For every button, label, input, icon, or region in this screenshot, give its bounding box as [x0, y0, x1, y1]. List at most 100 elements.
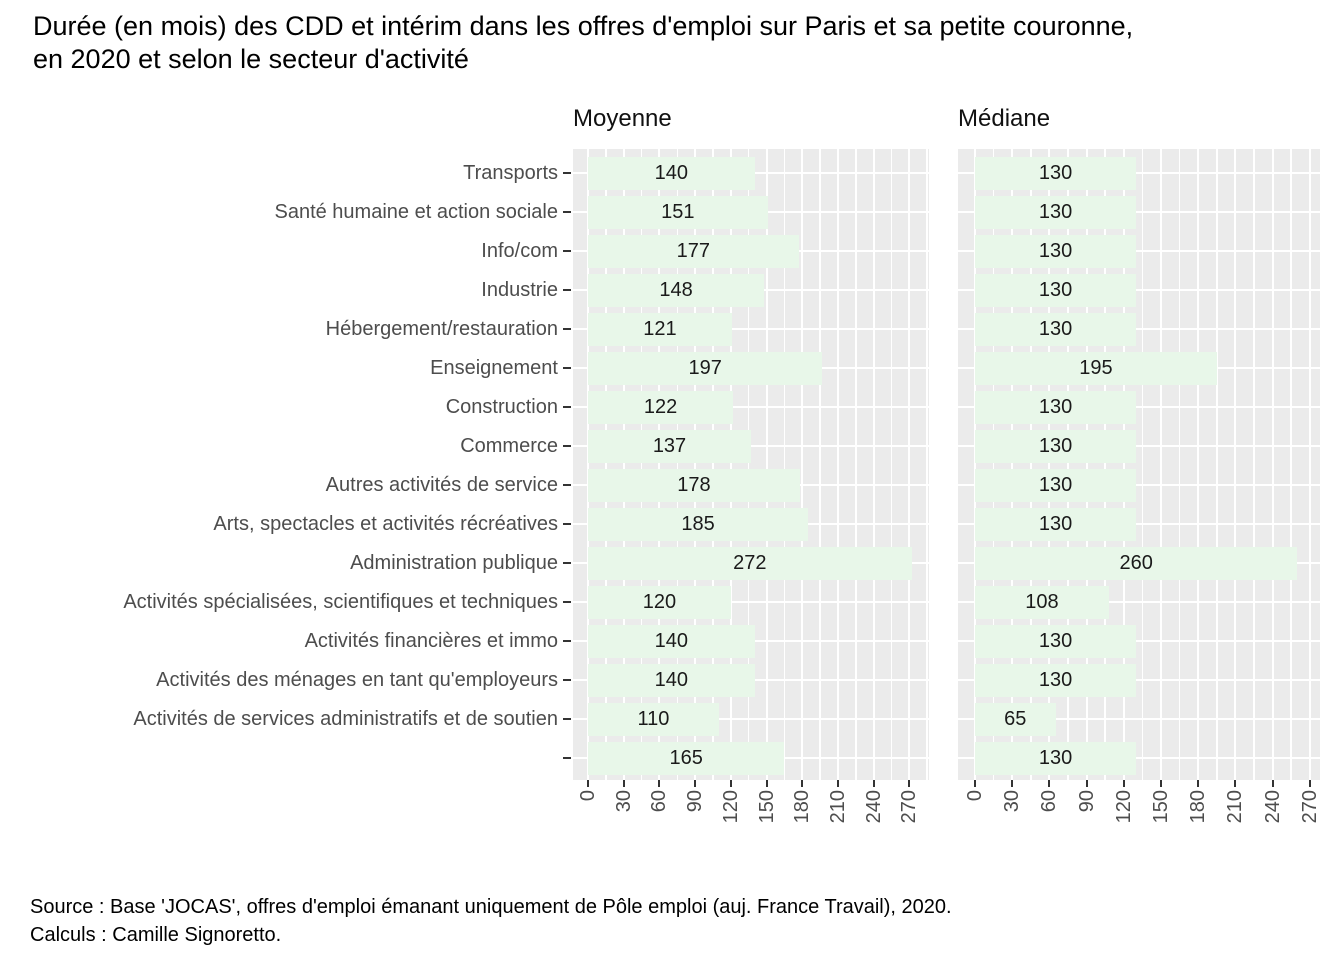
x-axis-tick	[587, 780, 589, 787]
gridline-major-vertical	[908, 149, 911, 780]
x-axis-tick-label: 150	[1150, 790, 1172, 824]
bar: 165	[588, 741, 785, 775]
y-axis-tick	[563, 289, 571, 291]
gridline-major-vertical	[836, 149, 839, 780]
bar-value-label: 130	[1038, 629, 1073, 652]
gridline-minor-vertical	[1216, 149, 1218, 780]
gridline-horizontal	[573, 718, 929, 720]
gridline-minor-vertical	[819, 149, 821, 780]
x-axis-tick	[1234, 780, 1237, 787]
y-axis-tick	[563, 757, 571, 759]
gridline-major-vertical	[622, 149, 625, 780]
bar-value-label: 195	[1079, 356, 1113, 379]
bar: 260	[975, 546, 1298, 580]
y-axis-tick	[563, 601, 571, 603]
category-label: Enseignement	[430, 357, 558, 379]
bar: 130	[975, 429, 1137, 463]
category-label: Info/com	[481, 240, 558, 262]
bar: 130	[975, 663, 1137, 697]
gridline-horizontal	[958, 211, 1320, 213]
x-axis-tick	[801, 780, 804, 787]
gridline-major-vertical	[974, 149, 976, 780]
x-axis-tick-label: 180	[1187, 790, 1210, 824]
x-axis-tick-label: 180	[791, 790, 814, 824]
gridline-horizontal	[958, 250, 1320, 252]
bar-value-label: 122	[643, 395, 678, 418]
bar-value-label: 108	[1025, 590, 1059, 613]
bar: 195	[975, 351, 1217, 385]
y-axis-tick	[563, 367, 571, 369]
x-axis-tick-label: 90	[684, 790, 707, 813]
gridline-minor-vertical	[640, 149, 643, 780]
x-axis-tick-label: 0	[964, 790, 986, 802]
gridline-horizontal	[958, 172, 1320, 174]
bar: 130	[975, 195, 1137, 229]
bar: 122	[588, 390, 734, 424]
gridline-minor-vertical	[1141, 149, 1144, 780]
gridline-major-vertical	[1048, 149, 1051, 780]
gridline-minor-vertical	[855, 149, 857, 780]
gridline-major-vertical	[872, 149, 875, 780]
bar-value-label: 130	[1038, 317, 1073, 340]
chart-title-line1: Durée (en mois) des CDD et intérim dans …	[33, 11, 1134, 41]
bar-value-label: 165	[669, 746, 703, 769]
gridline-major-vertical	[765, 149, 768, 780]
gridline-minor-vertical	[890, 149, 893, 780]
x-axis-tick	[658, 780, 661, 787]
bar-value-label: 130	[1038, 239, 1073, 262]
bar-value-label: 151	[661, 200, 695, 223]
x-axis-tick	[765, 780, 768, 787]
bar-value-label: 140	[654, 161, 688, 184]
category-label: Construction	[445, 396, 558, 418]
y-axis-tick	[563, 679, 571, 681]
x-axis-tick-label: 270	[1298, 790, 1321, 824]
category-label: Commerce	[460, 435, 558, 457]
bar-value-label: 140	[654, 668, 688, 691]
bar: 177	[588, 234, 799, 268]
panel-mediane: 130 130 130 130 130 195 130 130 130 130 260 108 130 1…	[958, 149, 1320, 780]
x-axis-tick	[1271, 780, 1274, 787]
gridline-horizontal	[958, 757, 1320, 759]
y-axis-tick	[563, 445, 571, 447]
bar: 65	[975, 702, 1056, 736]
x-axis-tick-label: 0	[577, 790, 599, 802]
gridline-major-vertical	[1122, 149, 1125, 780]
gridline-major-vertical	[1234, 149, 1237, 780]
x-axis-tick	[1011, 780, 1014, 787]
bar-value-label: 140	[654, 629, 688, 652]
gridline-major-vertical	[587, 149, 589, 780]
gridline-major-vertical	[1085, 149, 1088, 780]
category-label: Autres activités de service	[325, 474, 558, 496]
bar-value-label: 130	[1038, 746, 1073, 769]
gridline-horizontal	[958, 328, 1320, 330]
bar: 197	[588, 351, 823, 385]
bar: 178	[588, 468, 800, 502]
gridline-major-vertical	[1160, 149, 1162, 780]
x-axis-tick-label: 150	[755, 790, 778, 824]
bar: 130	[975, 273, 1137, 307]
bar-value-label: 197	[688, 356, 722, 379]
bar: 272	[588, 546, 912, 580]
bar-value-label: 65	[1004, 707, 1027, 730]
gridline-minor-vertical	[1290, 149, 1292, 780]
gridline-horizontal	[958, 679, 1320, 681]
bar: 130	[975, 507, 1137, 541]
bar: 130	[975, 624, 1137, 658]
caption-credit-line: Calculs : Camille Signoretto.	[30, 924, 282, 946]
y-axis-tick	[563, 718, 571, 720]
x-axis-tick	[908, 780, 911, 787]
y-axis-tick	[563, 328, 571, 330]
bar-value-label: 130	[1038, 200, 1073, 223]
bar-value-label: 130	[1038, 395, 1073, 418]
y-axis-tick	[563, 172, 571, 174]
x-axis-tick-label: 240	[862, 790, 885, 824]
category-label	[0, 745, 558, 771]
bar: 140	[588, 624, 755, 658]
source-caption: Source : Base 'JOCAS', offres d'emploi é…	[30, 893, 952, 949]
x-axis-tick	[694, 780, 697, 787]
gridline-horizontal	[573, 406, 929, 408]
bar-value-label: 260	[1119, 551, 1153, 574]
x-axis-tick	[1085, 780, 1088, 787]
category-label: Industrie	[481, 279, 558, 301]
x-axis-tick-label: 60	[1038, 790, 1061, 813]
